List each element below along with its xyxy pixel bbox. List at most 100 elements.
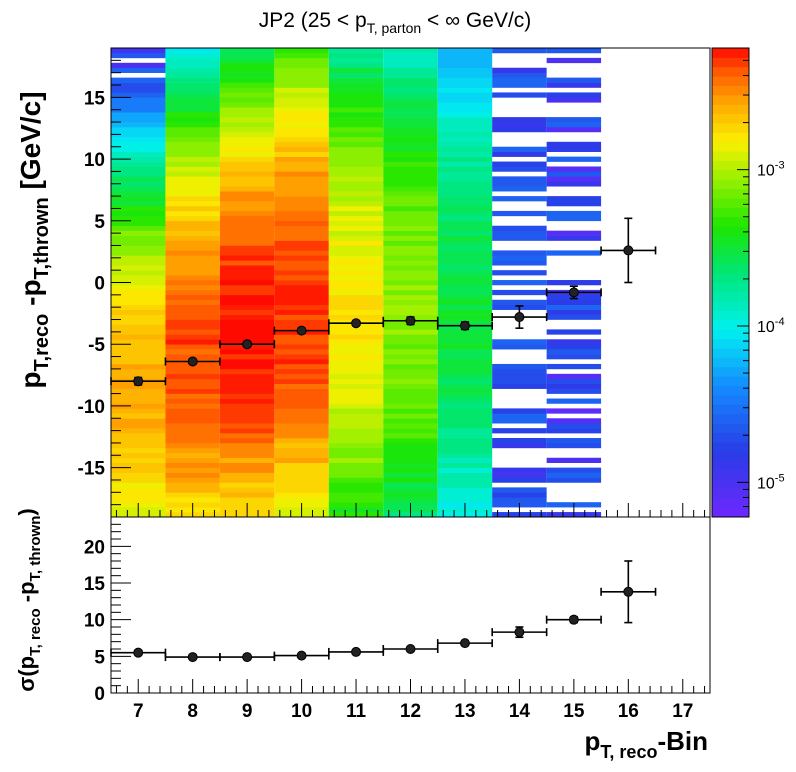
heatmap-cell [274, 72, 329, 78]
heatmap-cell [492, 339, 547, 345]
heatmap-cell [219, 363, 275, 370]
heatmap-cell [437, 388, 493, 394]
heatmap-cell [274, 344, 329, 350]
heatmap-cell [165, 284, 220, 291]
colorbar-segment [712, 301, 749, 312]
heatmap-cell [383, 477, 438, 483]
heatmap-cell [219, 235, 275, 241]
heatmap-cell [111, 161, 166, 167]
heatmap-cell [165, 373, 220, 380]
heatmap-cell [383, 107, 438, 113]
heatmap-cell [492, 467, 547, 473]
heatmap-cell [328, 428, 384, 434]
top-y-tick-label: 15 [84, 88, 106, 109]
bottom-x-tick-label: 13 [454, 701, 475, 722]
heatmap-cell [111, 403, 166, 409]
heatmap-cell [274, 492, 329, 498]
heatmap-cell [219, 472, 275, 478]
heatmap-cell [111, 131, 166, 138]
heatmap-cell [492, 181, 547, 187]
heatmap-cell [328, 205, 384, 212]
heatmap-cell [328, 270, 384, 276]
heatmap-cell [383, 403, 438, 409]
heatmap-cell [383, 452, 438, 459]
heatmap-cell [219, 57, 275, 64]
heatmap-cell [437, 373, 493, 380]
heatmap-cell [437, 363, 493, 370]
heatmap-cell [274, 156, 329, 162]
heatmap-cell [219, 423, 275, 429]
heatmap-cell [383, 255, 438, 261]
bottom-x-tick-label: 17 [672, 701, 693, 722]
heatmap-cell [437, 146, 493, 152]
heatmap-cell [274, 482, 329, 488]
heatmap-cell [165, 270, 220, 276]
heatmap-cell [274, 186, 329, 192]
bottom-y-axis-title: σ(pT, reco -pT, thrown) [14, 508, 44, 691]
heatmap-cell [328, 235, 384, 241]
heatmap-cell [219, 284, 275, 291]
heatmap-cell [383, 57, 438, 64]
heatmap-cell [219, 166, 275, 172]
heatmap-cell [383, 240, 438, 246]
heatmap-cell [383, 447, 438, 454]
heatmap-cell [437, 107, 493, 113]
heatmap-cell [274, 176, 329, 182]
heatmap-cell [546, 428, 602, 434]
heatmap-cell [274, 447, 329, 454]
heatmap-cell [274, 398, 329, 404]
heatmap-cell [165, 487, 220, 493]
heatmap-cell [437, 309, 493, 315]
heatmap-cell [274, 472, 329, 478]
heatmap-cell [437, 245, 493, 251]
heatmap-cell [274, 275, 329, 281]
heatmap-cell [165, 245, 220, 251]
heatmap-cell [111, 428, 166, 434]
heatmap-cell [219, 67, 275, 73]
heatmap-cell [111, 112, 166, 118]
sigma-points [110, 560, 657, 663]
heatmap-cell [165, 181, 220, 187]
colorbar-segment [712, 395, 749, 405]
heatmap-cell [328, 284, 384, 291]
top-y-tick-label: -5 [88, 335, 105, 356]
heatmap-cell [165, 151, 220, 157]
heatmap-cell [437, 378, 493, 385]
heatmap-cell [492, 418, 547, 424]
heatmap-cell [328, 72, 384, 78]
heatmap-cell [165, 117, 220, 123]
heatmap-cell [111, 452, 166, 459]
heatmap-cell [219, 141, 275, 148]
heatmap-cell [274, 117, 329, 123]
heatmap-cell [274, 339, 329, 345]
colorbar-segment [712, 48, 749, 58]
heatmap-cell [219, 408, 275, 414]
heatmap-cell [383, 151, 438, 157]
colorbar-segment [712, 216, 749, 227]
heatmap-cell [274, 191, 329, 197]
heatmap-cell [492, 413, 547, 419]
bottom-plot-frame [110, 516, 711, 694]
heatmap-cell [219, 294, 275, 301]
heatmap-cell [383, 368, 438, 375]
bottom-x-tick-label: 10 [291, 701, 312, 722]
heatmap-cell [328, 210, 384, 217]
heatmap-cell [274, 477, 329, 483]
heatmap-cell [219, 304, 275, 310]
heatmap-cell [328, 363, 384, 370]
heatmap-cell [165, 136, 220, 143]
heatmap-cell [274, 87, 329, 93]
heatmap-cell [546, 215, 602, 222]
heatmap-cell [274, 225, 329, 231]
heatmap-cell [165, 294, 220, 301]
heatmap-cell [437, 314, 493, 320]
heatmap-cell [165, 492, 220, 498]
colorbar-segment [712, 357, 749, 368]
heatmap-cell [383, 191, 438, 197]
heatmap-cell [437, 235, 493, 241]
heatmap-cell [274, 393, 329, 399]
heatmap-cell [328, 368, 384, 375]
heatmap-cell [219, 462, 275, 468]
heatmap-cell [437, 423, 493, 429]
